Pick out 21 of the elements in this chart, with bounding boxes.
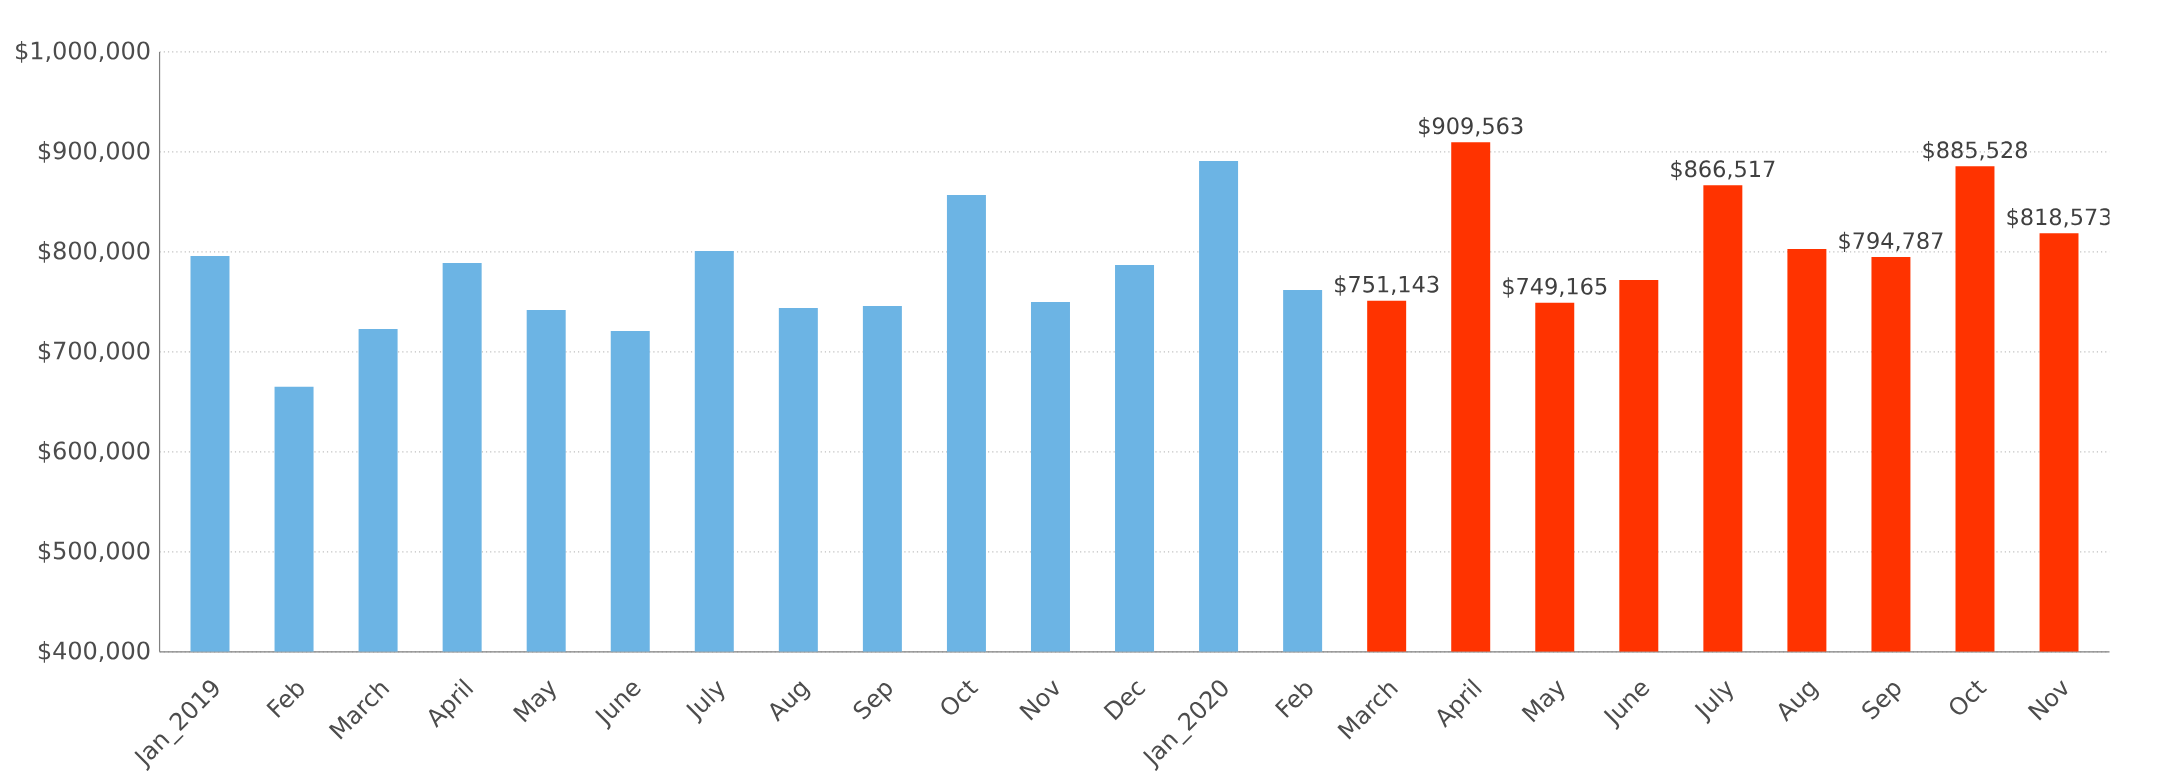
data-label: $751,143 <box>1335 275 1439 296</box>
x-tick-label: Oct <box>941 680 979 715</box>
y-tick-label: $600,000 <box>38 441 150 463</box>
y-tick-label: $1,000,000 <box>16 41 150 63</box>
y-tick-label: $500,000 <box>38 541 150 563</box>
y-tick-label: $400,000 <box>38 641 150 663</box>
x-tick-label: Sep <box>853 683 892 720</box>
x-tick-label: Feb <box>266 683 304 718</box>
y-tick-label: $900,000 <box>38 141 150 163</box>
data-label: $885,528 <box>1923 141 2027 162</box>
data-label: $794,787 <box>1839 231 1943 253</box>
x-tick-label: Oct <box>1950 680 1988 715</box>
x-tick-label: Sep <box>1862 683 1901 720</box>
y-tick-label: $800,000 <box>38 241 150 263</box>
y-tick-label: $700,000 <box>38 341 150 363</box>
data-label: $866,517 <box>1671 160 1775 181</box>
x-tick-label: Feb <box>1274 683 1313 718</box>
data-label: $749,165 <box>1503 277 1607 298</box>
x-tick-label: Nov <box>2027 680 2068 721</box>
data-label: $909,563 <box>1419 117 1523 138</box>
data-label: $818,573 <box>2007 207 2111 229</box>
